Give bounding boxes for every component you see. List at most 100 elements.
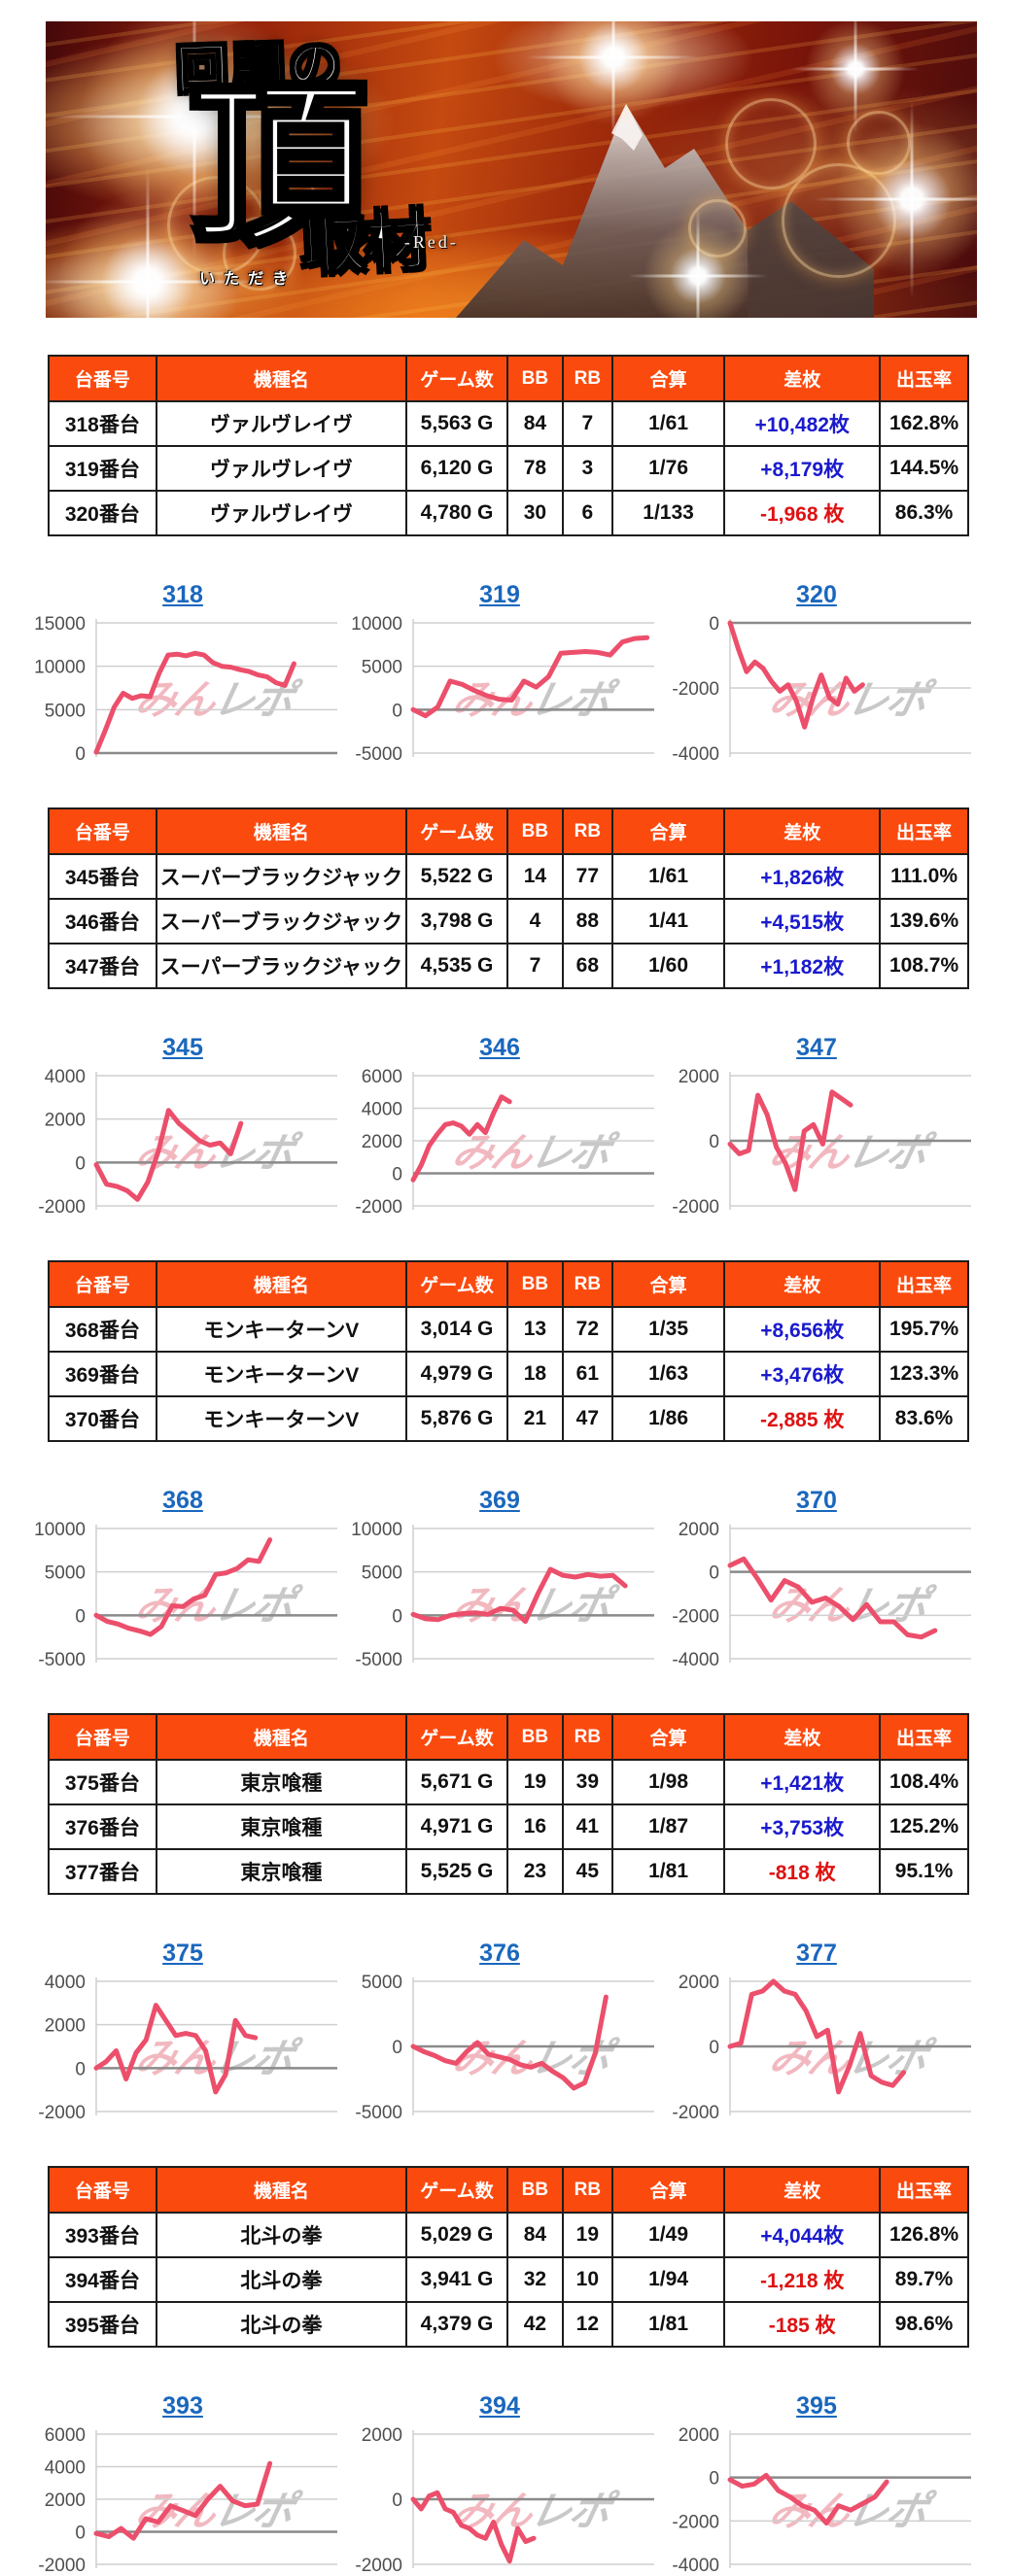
unit-number: 370番台	[48, 1395, 157, 1442]
chart-machine-link[interactable]: 318	[162, 581, 203, 608]
payout-rate: 139.6%	[879, 898, 969, 945]
header-row: 台番号 機種名 ゲーム数 BB RB 合算 差枚 出玉率	[48, 2166, 969, 2214]
diff-medals: +1,421枚	[723, 1759, 882, 1805]
svg-text:10000: 10000	[34, 1520, 86, 1540]
game-count: 3,014 G	[404, 1306, 509, 1353]
chart-machine-link[interactable]: 369	[479, 1487, 520, 1514]
chart-machine-link[interactable]: 376	[479, 1940, 520, 1967]
chart-machine-link[interactable]: 346	[479, 1034, 520, 1061]
svg-text:2000: 2000	[679, 2425, 719, 2446]
model-name: ヴァルヴレイヴ	[155, 400, 407, 447]
slump-line	[93, 2003, 259, 2095]
rb-count: 72	[561, 1306, 613, 1353]
slump-line	[727, 620, 865, 730]
header-row: 台番号 機種名 ゲーム数 BB RB 合算 差枚 出玉率	[48, 1713, 969, 1761]
combined-rate: 1/133	[610, 490, 726, 536]
column-header: RB	[561, 2166, 613, 2214]
chart-machine-link[interactable]: 395	[796, 2392, 837, 2420]
column-header: ゲーム数	[404, 1713, 509, 1761]
svg-text:0: 0	[709, 1563, 719, 1584]
plot-area: みんレポ 2000 0 -2000	[668, 1972, 979, 2123]
chart-machine-link[interactable]: 377	[796, 1940, 837, 1967]
chart-machine-link[interactable]: 370	[796, 1487, 837, 1514]
column-header: 差枚	[723, 355, 882, 402]
plot-area: みんレポ 2000 0 -2000 -4000	[668, 2424, 979, 2576]
column-header: RB	[561, 355, 613, 402]
machine-row: 368番台 モンキーターンV 3,014 G 13 72 1/35 +8,656枚 195.7…	[48, 1306, 969, 1353]
game-count: 3,798 G	[404, 898, 509, 945]
slump-graph-svg: 2000 0 -2000 -4000	[672, 1520, 971, 1670]
svg-text:0: 0	[392, 701, 402, 721]
unit-number: 319番台	[48, 445, 157, 492]
column-header: BB	[506, 355, 564, 402]
chart-machine-link[interactable]: 345	[162, 1034, 203, 1061]
machine-row: 345番台 スーパーブラックジャック 5,522 G 14 77 1/61 +1,826枚 1…	[48, 853, 969, 900]
slump-line	[410, 635, 650, 719]
machine-section: 台番号 機種名 ゲーム数 BB RB 合算 差枚 出玉率 345番台 スーパーブラックジャック 5…	[38, 807, 971, 1218]
unit-number: 318番台	[48, 400, 157, 447]
page: 回胴の 頂 取材 -Red- いただき 台番号 機種名 ゲーム数 BB RB 合算 差枚 出玉…	[0, 21, 1010, 2576]
svg-text:0: 0	[75, 744, 86, 765]
svg-text:10000: 10000	[351, 614, 402, 635]
svg-text:15000: 15000	[34, 614, 86, 635]
svg-text:6000: 6000	[362, 1067, 402, 1087]
slump-chart: 393 みんレポ 6000 4000 2000 0 -2000	[34, 2392, 345, 2576]
chart-machine-link[interactable]: 394	[479, 2392, 520, 2420]
rb-count: 10	[561, 2256, 613, 2303]
machine-data-table: 台番号 機種名 ゲーム数 BB RB 合算 差枚 出玉率 318番台 ヴァルヴレイヴ 5,563 …	[48, 355, 969, 536]
rb-count: 6	[561, 490, 613, 536]
model-name: 東京喰種	[155, 1759, 407, 1805]
svg-text:-2000: -2000	[355, 2556, 402, 2576]
svg-text:-4000: -4000	[672, 1650, 719, 1670]
slump-line	[727, 2472, 889, 2526]
plot-area: みんレポ 4000 2000 0 -2000	[34, 1972, 345, 2123]
machine-row: 377番台 東京喰種 5,525 G 23 45 1/81 -818 枚 95.1%	[48, 1848, 969, 1895]
machine-row: 319番台 ヴァルヴレイヴ 6,120 G 78 3 1/76 +8,179枚 144.5%	[48, 445, 969, 492]
chart-machine-link[interactable]: 319	[479, 581, 520, 608]
combined-rate: 1/49	[610, 2212, 726, 2258]
chart-machine-link[interactable]: 368	[162, 1487, 203, 1514]
bb-count: 78	[506, 445, 564, 492]
unit-number: 369番台	[48, 1351, 157, 1397]
slump-chart: 375 みんレポ 4000 2000 0 -2000	[34, 1940, 345, 2123]
game-count: 6,120 G	[404, 445, 509, 492]
slump-line	[410, 2490, 537, 2564]
column-header: ゲーム数	[404, 1260, 509, 1308]
svg-text:4000: 4000	[45, 2458, 86, 2479]
plot-area: みんレポ 4000 2000 0 -2000	[34, 1066, 345, 1218]
svg-text:0: 0	[392, 2490, 402, 2511]
slump-line	[93, 1537, 273, 1637]
model-name: 北斗の拳	[155, 2212, 407, 2258]
diff-medals: -185 枚	[723, 2301, 882, 2348]
machine-row: 370番台 モンキーターンV 5,876 G 21 47 1/86 -2,885 枚 83.6…	[48, 1395, 969, 1442]
game-count: 4,971 G	[404, 1803, 509, 1850]
slump-line	[93, 650, 296, 755]
svg-text:2000: 2000	[45, 1111, 86, 1131]
chart-machine-link[interactable]: 320	[796, 581, 837, 608]
slump-chart: 395 みんレポ 2000 0 -2000 -4000	[668, 2392, 979, 2576]
svg-text:0: 0	[75, 1606, 86, 1627]
column-header: RB	[561, 1260, 613, 1308]
chart-machine-link[interactable]: 375	[162, 1940, 203, 1967]
chart-machine-link[interactable]: 393	[162, 2392, 203, 2420]
bb-count: 4	[506, 898, 564, 945]
plot-area: みんレポ 6000 4000 2000 0 -2000	[351, 1066, 662, 1218]
column-header: ゲーム数	[404, 807, 509, 855]
svg-text:-2000: -2000	[672, 679, 719, 700]
mountain-graphic	[455, 104, 874, 318]
slump-graphs-row: 345 みんレポ 4000 2000 0 -2000 346 みんレポ 6000 4000 2000…	[34, 1034, 979, 1218]
rb-count: 88	[561, 898, 613, 945]
diff-medals: +8,179枚	[723, 445, 882, 492]
bb-count: 7	[506, 943, 564, 989]
svg-text:-2000: -2000	[38, 2556, 86, 2576]
machine-data-table: 台番号 機種名 ゲーム数 BB RB 合算 差枚 出玉率 345番台 スーパーブラックジャック 5…	[48, 807, 969, 989]
unit-number: 347番台	[48, 943, 157, 989]
bb-count: 84	[506, 2212, 564, 2258]
svg-text:0: 0	[75, 1153, 86, 1174]
slump-graphs-row: 318 みんレポ 15000 10000 5000 0 319 みんレポ 10000 5000 0-…	[34, 581, 979, 765]
combined-rate: 1/81	[610, 2301, 726, 2348]
bb-count: 32	[506, 2256, 564, 2303]
column-header: BB	[506, 1713, 564, 1761]
chart-machine-link[interactable]: 347	[796, 1034, 837, 1061]
svg-text:0: 0	[75, 2524, 86, 2544]
